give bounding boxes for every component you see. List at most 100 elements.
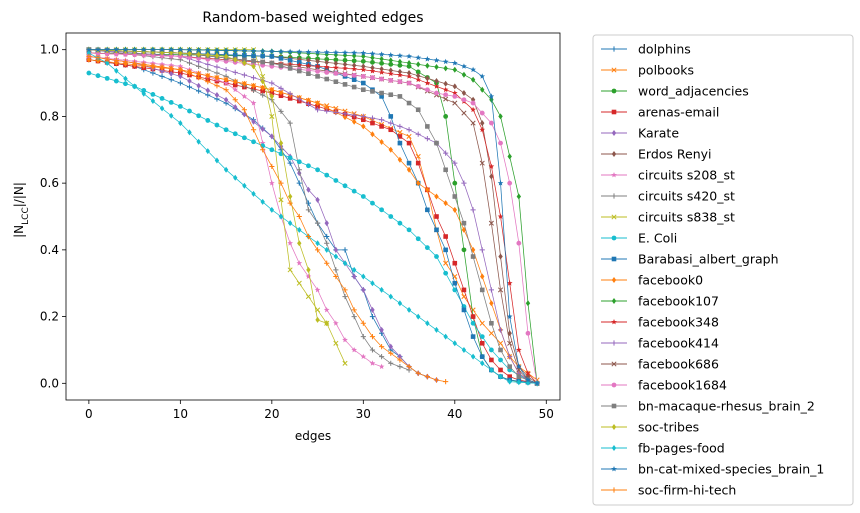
- data-point: [141, 61, 147, 67]
- data-point: [260, 92, 266, 98]
- data-point: [379, 207, 385, 213]
- data-point: [214, 52, 220, 59]
- data-point: [351, 273, 357, 280]
- data-point: [306, 163, 311, 169]
- data-point: [351, 266, 357, 273]
- legend-item: soc-firm-hi-tech: [601, 483, 736, 498]
- data-point: [324, 76, 330, 82]
- data-point: [489, 357, 494, 363]
- data-point: [480, 86, 485, 93]
- data-point: [196, 63, 202, 69]
- data-point: [297, 226, 302, 233]
- data-point: [406, 140, 412, 146]
- data-point: [315, 74, 320, 79]
- data-point: [178, 73, 183, 80]
- data-point: [406, 133, 412, 139]
- legend-item: facebook107: [601, 294, 719, 309]
- data-point: [297, 240, 302, 247]
- legend-marker: [611, 445, 617, 451]
- data-point: [497, 213, 504, 219]
- data-point: [268, 48, 275, 54]
- data-point: [287, 200, 293, 206]
- data-point: [333, 178, 339, 183]
- chart-title: Random-based weighted edges: [202, 10, 423, 26]
- x-tick-label: 40: [447, 407, 462, 421]
- data-point: [177, 46, 184, 53]
- data-point: [388, 77, 394, 83]
- data-point: [324, 172, 330, 178]
- data-point: [351, 77, 357, 83]
- data-point: [232, 47, 239, 54]
- data-point: [461, 71, 467, 78]
- data-point: [470, 314, 476, 319]
- data-point: [177, 80, 183, 86]
- data-point: [470, 320, 476, 326]
- data-point: [379, 60, 385, 66]
- legend-marker: [611, 46, 617, 52]
- data-point: [232, 131, 238, 137]
- legend-marker: [611, 193, 617, 199]
- data-point: [205, 118, 211, 123]
- data-point: [315, 316, 320, 323]
- data-point: [113, 57, 119, 63]
- legend-label: facebook414: [638, 336, 719, 351]
- data-point: [223, 166, 229, 173]
- data-point: [461, 63, 467, 69]
- data-point: [241, 135, 247, 141]
- data-point: [314, 247, 321, 253]
- data-point: [223, 96, 229, 103]
- data-point: [451, 90, 458, 96]
- data-point: [461, 247, 467, 253]
- data-point: [233, 174, 238, 181]
- data-point: [333, 49, 339, 55]
- data-point: [406, 227, 412, 233]
- data-point: [516, 240, 522, 246]
- series-line-3: [88, 59, 538, 384]
- legend-item: facebook0: [601, 273, 703, 288]
- data-point: [360, 194, 366, 199]
- y-tick-label: 0.4: [40, 243, 59, 257]
- data-point: [461, 90, 467, 97]
- data-point: [452, 180, 458, 186]
- data-point: [507, 153, 512, 160]
- data-point: [516, 379, 522, 386]
- data-point: [443, 260, 449, 266]
- legend-label: circuits s420_st: [638, 189, 735, 204]
- series-line-13: [88, 52, 538, 384]
- data-point: [516, 374, 522, 379]
- data-point: [278, 93, 284, 99]
- data-point: [361, 123, 366, 130]
- data-point: [269, 80, 275, 86]
- data-point: [315, 68, 320, 74]
- legend-marker: [611, 172, 617, 178]
- data-point: [470, 353, 476, 360]
- series-line-4: [88, 55, 437, 381]
- data-point: [388, 67, 393, 74]
- data-point: [416, 61, 421, 68]
- series-line-0: [88, 59, 428, 378]
- data-point: [186, 71, 193, 77]
- legend-label: polbooks: [638, 63, 694, 78]
- data-point: [324, 220, 329, 227]
- legend-marker: [611, 382, 617, 388]
- data-point: [315, 58, 320, 65]
- data-point: [525, 300, 531, 307]
- data-point: [287, 220, 293, 227]
- legend: dolphins polbooks word_adjacencies arenas-e…: [592, 34, 854, 506]
- data-point: [351, 58, 357, 64]
- x-tick-label: 50: [539, 407, 554, 421]
- data-point: [360, 334, 366, 340]
- data-point: [223, 53, 229, 60]
- data-point: [470, 254, 476, 259]
- data-point: [488, 163, 495, 169]
- data-point: [278, 197, 284, 203]
- data-point: [424, 56, 431, 62]
- data-point: [388, 214, 394, 219]
- data-point: [488, 220, 494, 226]
- data-point: [333, 109, 339, 116]
- data-point: [196, 51, 201, 58]
- data-point: [406, 73, 412, 79]
- data-point: [397, 68, 403, 75]
- data-point: [397, 300, 403, 307]
- data-point: [314, 49, 321, 55]
